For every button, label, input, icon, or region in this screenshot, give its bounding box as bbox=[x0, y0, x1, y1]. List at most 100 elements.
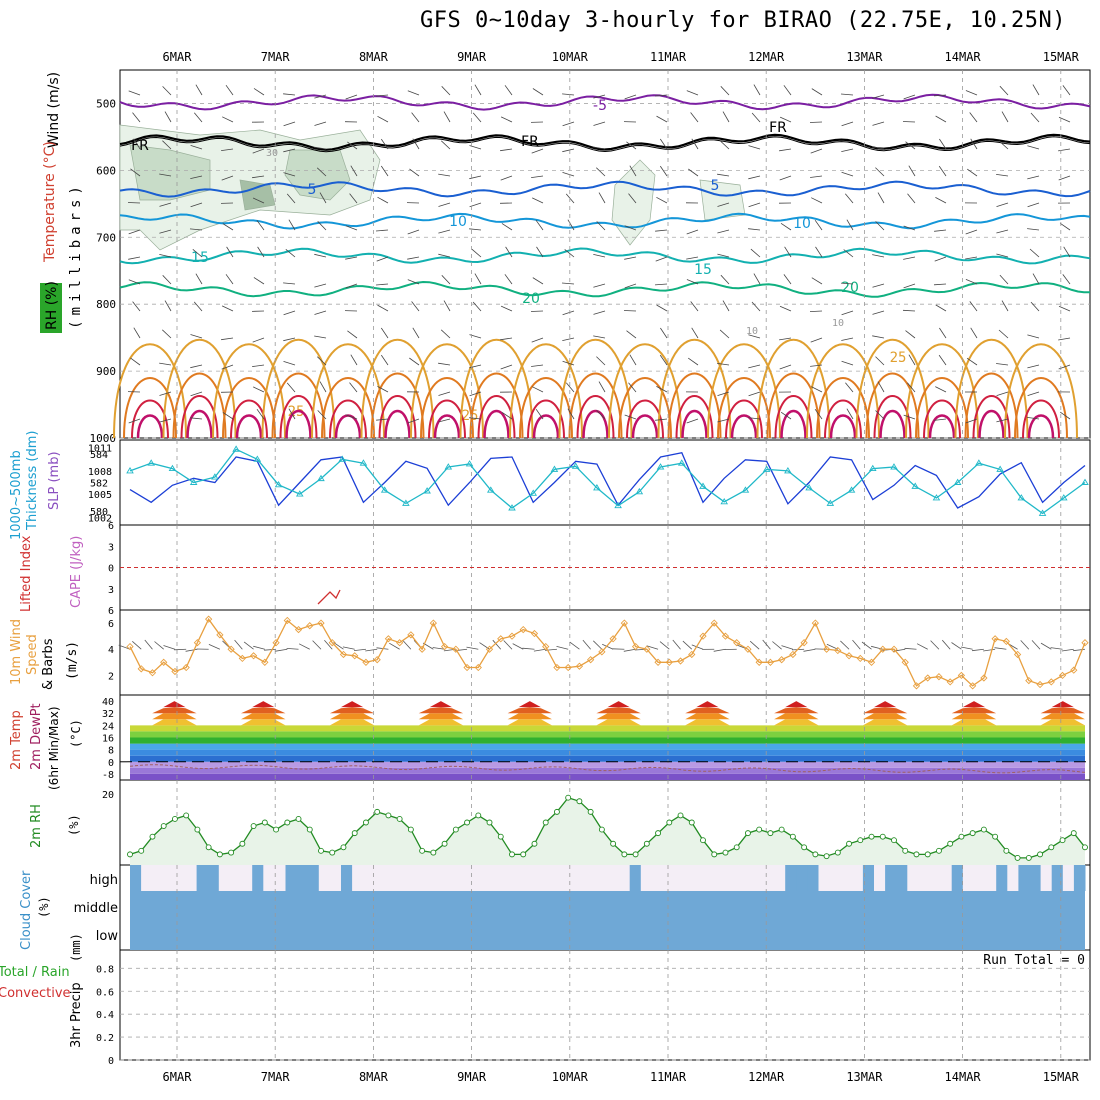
wind-barb bbox=[128, 229, 141, 235]
rh2m-point bbox=[722, 849, 729, 856]
rh2m-point bbox=[958, 833, 965, 840]
wind-barb bbox=[221, 364, 234, 370]
plume-contour bbox=[212, 343, 286, 439]
plume-contour bbox=[824, 399, 862, 439]
wind-barb bbox=[717, 418, 730, 423]
slp-point bbox=[253, 455, 262, 462]
wind10-point bbox=[171, 667, 179, 676]
cloud-high-bar bbox=[996, 865, 1008, 891]
rh2m-point bbox=[295, 816, 302, 822]
run-total: Run Total = 0 bbox=[983, 953, 1085, 968]
wind10-point bbox=[1058, 671, 1067, 680]
temp-contour bbox=[119, 280, 1091, 298]
wind-barb bbox=[283, 282, 296, 285]
wind-barb bbox=[441, 275, 451, 285]
wind-barb bbox=[598, 192, 606, 204]
plume-contour bbox=[725, 399, 763, 439]
ylabel-temp2m: 2m Temp bbox=[9, 710, 24, 770]
bottom-day-label: 8MAR bbox=[359, 1070, 389, 1084]
rh2m-point bbox=[1003, 847, 1010, 854]
wind-barb bbox=[128, 279, 141, 285]
rh2m-point bbox=[913, 851, 920, 858]
wind-barb bbox=[624, 225, 637, 231]
wind10-barb bbox=[930, 640, 940, 650]
wind-barb bbox=[380, 354, 389, 366]
cloud-high-bar bbox=[874, 865, 886, 891]
wind-barb bbox=[472, 301, 482, 312]
wind-barb bbox=[500, 116, 513, 123]
li-tick: 0 bbox=[108, 564, 114, 575]
wind-barb bbox=[875, 221, 885, 231]
rh2m-point bbox=[509, 851, 515, 858]
wind-barb bbox=[319, 192, 327, 204]
rh2m-point bbox=[385, 812, 392, 819]
wind10-barb bbox=[132, 641, 142, 650]
wind-barb bbox=[133, 138, 141, 150]
wind10-point bbox=[351, 652, 359, 660]
cloud-tick-high: high bbox=[90, 873, 118, 888]
plume-contour bbox=[477, 395, 516, 439]
rh2m-point bbox=[565, 794, 572, 801]
cloud-high-bar bbox=[518, 865, 531, 891]
slp-point bbox=[1059, 494, 1068, 501]
wind-barb bbox=[905, 141, 916, 150]
wind-barb bbox=[1058, 148, 1071, 152]
temp-tick: 24 bbox=[102, 721, 114, 732]
rh2m-point bbox=[1037, 851, 1044, 858]
plume-contour bbox=[730, 414, 758, 439]
wind-barb bbox=[377, 196, 389, 204]
wind-barb bbox=[659, 138, 668, 150]
wind-barb bbox=[810, 175, 823, 178]
cloud-high-bar bbox=[496, 865, 509, 891]
contour-label: FR bbox=[131, 138, 149, 154]
bottom-day-label: 6MAR bbox=[163, 1070, 193, 1084]
wind-barb bbox=[1030, 301, 1040, 312]
slp-tick: 1002 bbox=[88, 513, 112, 524]
wind-barb bbox=[253, 386, 265, 393]
wind-barb bbox=[225, 84, 234, 96]
rh2m-point bbox=[823, 853, 830, 860]
slp-point bbox=[911, 482, 920, 489]
precip-tick: 0.2 bbox=[96, 1033, 114, 1044]
wind10-barb bbox=[781, 645, 794, 650]
rh2m-point bbox=[340, 844, 347, 851]
wind-barb bbox=[190, 391, 203, 397]
plume-contour bbox=[717, 377, 771, 439]
wind10-barb bbox=[264, 648, 277, 651]
wind-barb bbox=[252, 364, 265, 367]
wind10-barb bbox=[772, 641, 782, 650]
wind-barb bbox=[1062, 85, 1071, 96]
plume-contour bbox=[483, 409, 510, 439]
wind10-barb bbox=[466, 646, 479, 650]
wind-barb bbox=[841, 121, 854, 127]
wind-barb bbox=[1027, 417, 1040, 420]
wind-barb bbox=[443, 111, 451, 123]
wind10-barb bbox=[432, 647, 445, 650]
wind10-point bbox=[1036, 680, 1044, 689]
wind10-barb bbox=[593, 640, 603, 650]
temp-contour bbox=[119, 212, 1091, 230]
wind-barb bbox=[935, 304, 947, 312]
wind-barb bbox=[875, 167, 885, 177]
wind-barb bbox=[128, 418, 141, 424]
rh2m-point bbox=[891, 837, 897, 844]
top-day-label: 8MAR bbox=[359, 50, 389, 64]
rh2m-point bbox=[441, 840, 448, 847]
wind10-point bbox=[384, 635, 393, 643]
wind10-point bbox=[654, 658, 662, 666]
contour-label: 20 bbox=[522, 291, 540, 307]
wind10-point bbox=[912, 682, 921, 690]
wind-barb bbox=[656, 196, 668, 204]
contour-label: 15 bbox=[191, 250, 209, 266]
cloud-high-bar bbox=[663, 865, 675, 891]
wind10-barb bbox=[208, 644, 221, 650]
slp-point bbox=[508, 504, 516, 511]
wind-barb bbox=[377, 115, 389, 123]
wind-barb bbox=[349, 193, 358, 204]
pressure-tick: 800 bbox=[96, 298, 116, 311]
wind10-point bbox=[261, 658, 269, 666]
rh2m-point bbox=[598, 826, 605, 833]
wind-barb bbox=[1027, 145, 1040, 150]
wind10-point bbox=[822, 645, 831, 653]
